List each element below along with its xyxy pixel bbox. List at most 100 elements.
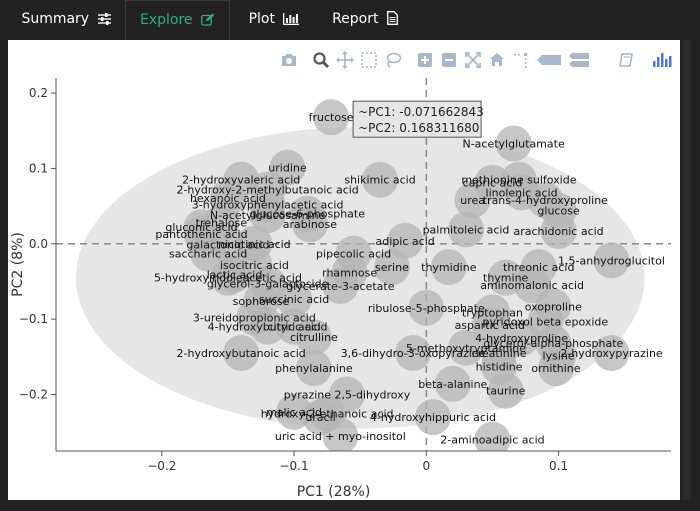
data-point-30[interactable] [430,249,467,286]
plot-panel: fructose N-acetylglutamate uridine shikimic… [8,40,680,500]
hover-tooltip [352,100,482,138]
point-label-43: ribulose-5-phosphate [368,302,485,315]
point-label-17: glucose-6-phosphate [250,208,366,221]
data-point-58[interactable] [295,350,332,387]
point-label-45: aspartic acid [455,319,525,332]
point-label-61: beta-alanine [418,378,487,391]
point-label-12: trans-4-hydroxyproline [483,194,608,207]
point-label-62: taurine [486,385,526,398]
point-label-63: pyrazine 2,5-dihydroxy [284,388,411,401]
point-label-46: pyridoxol beta epoxide [483,315,609,328]
point-label-44: 3-ureidopropionic acid [193,312,316,325]
point-label-16: trehalose [196,217,248,230]
tab-report-label: Report [332,11,379,27]
point-label-22: adipic acid [376,235,435,248]
data-point-40[interactable] [276,280,313,317]
data-point-47[interactable] [249,308,286,345]
tab-report[interactable]: Report [320,0,410,38]
point-label-51: 5-methoxytryptamine [406,342,526,355]
point-label-39: sophorose [233,295,290,308]
data-point-15[interactable] [249,197,286,234]
point-label-8: capric acid [463,177,523,190]
point-label-36: aminomalonic acid [480,279,584,292]
point-label-52: 2-hydroxybutanoic acid [177,347,306,360]
data-point-67[interactable] [414,399,451,436]
zoom-in-icon[interactable] [416,51,434,69]
point-label-32: thymine [483,272,529,285]
box-select-icon[interactable] [360,51,378,69]
data-point-17[interactable] [289,195,326,232]
point-label-65: hydroxy-2-ethanoic acid [261,407,394,420]
data-point-54[interactable] [395,335,432,372]
point-label-15: N-acetylglucosamine [210,209,326,222]
point-label-38: glycerate-3-acetate [286,280,395,293]
point-label-9: hexanoic acid [190,192,266,205]
point-label-35: lactic acid [207,269,263,282]
point-label-53: citrulline [290,331,338,344]
tab-summary[interactable]: Summary [10,0,122,38]
data-point-69[interactable] [474,421,511,458]
point-label-59: histidine [476,361,523,374]
tooltip-pc1: ~PC1: -0.071662843 [358,105,484,119]
spike-lines-icon[interactable] [512,51,530,69]
point-label-7: 2-hydroxy-2-methylbutanoic acid [176,184,358,197]
data-point-1[interactable] [495,125,532,162]
data-point-35[interactable] [216,256,253,293]
hover-compare-icon[interactable] [568,51,590,69]
tab-plot[interactable]: Plot [234,0,314,38]
point-label-57: 2-hydroxypyrazine [560,347,663,360]
point-label-58: phenylalanine [275,362,353,375]
point-label-31: isocitric acid [220,259,289,272]
y-tick-label-2: 0.0 [29,237,48,251]
point-label-30: thymidine [421,261,477,274]
data-point-19[interactable] [448,211,484,248]
book-icon[interactable] [618,51,636,69]
point-label-41: oxoproline [525,300,582,313]
point-label-49: 4-hydroxyproline [475,332,568,345]
data-point-68[interactable] [322,417,359,454]
zoom-icon[interactable] [312,51,330,69]
data-point-20[interactable] [540,212,577,249]
point-label-66: uracil [305,411,335,424]
point-label-14: arabinose [283,218,337,231]
data-point-52[interactable] [223,335,260,372]
hover-closest-icon[interactable] [536,51,562,69]
data-point-60[interactable] [537,350,574,387]
bar-chart-icon [279,11,300,27]
data-point-53[interactable] [295,319,332,356]
data-point-61[interactable] [434,365,471,402]
data-point-43[interactable] [408,289,445,326]
scrollbar[interactable] [683,40,691,500]
document-icon [383,11,398,27]
plotly-logo-icon[interactable] [652,51,674,69]
data-point-3[interactable] [362,161,399,198]
data-point-11[interactable] [454,182,491,219]
point-label-67: 4-hydroxyhippuric acid [370,411,496,424]
point-label-64: malic acid [266,406,322,419]
point-label-27: saccharic acid [169,248,247,261]
zoom-out-icon[interactable] [440,51,458,69]
data-point-45[interactable] [471,307,508,344]
data-point-62[interactable] [487,372,524,409]
data-point-51[interactable] [448,329,484,366]
tab-plot-label: Plot [248,11,275,27]
data-point-38[interactable] [322,267,359,304]
data-point-57[interactable] [593,335,630,372]
point-label-37: glycerol-3-galactoside [207,278,329,291]
point-label-24: nicotinic acid [218,238,291,251]
data-point-26[interactable] [593,242,630,279]
reset-axes-icon[interactable] [488,51,506,69]
point-label-5: 2-hydroxyvaleric acid [182,174,300,187]
camera-icon[interactable] [280,51,298,69]
x-axis-title: PC1 (28%) [297,484,371,500]
pan-icon[interactable] [336,51,354,69]
pca-scatter-plot[interactable]: fructose N-acetylglutamate uridine shikimic… [8,40,680,500]
lasso-icon[interactable] [384,51,402,69]
data-point-0[interactable] [313,99,350,136]
point-label-6: linolenic acid [486,187,558,200]
data-point-29[interactable] [373,249,410,286]
y-axis-title: PC2 (8%) [10,232,26,297]
data-point-27[interactable] [190,235,227,272]
tab-explore[interactable]: Explore [125,0,230,40]
autoscale-icon[interactable] [464,51,482,69]
